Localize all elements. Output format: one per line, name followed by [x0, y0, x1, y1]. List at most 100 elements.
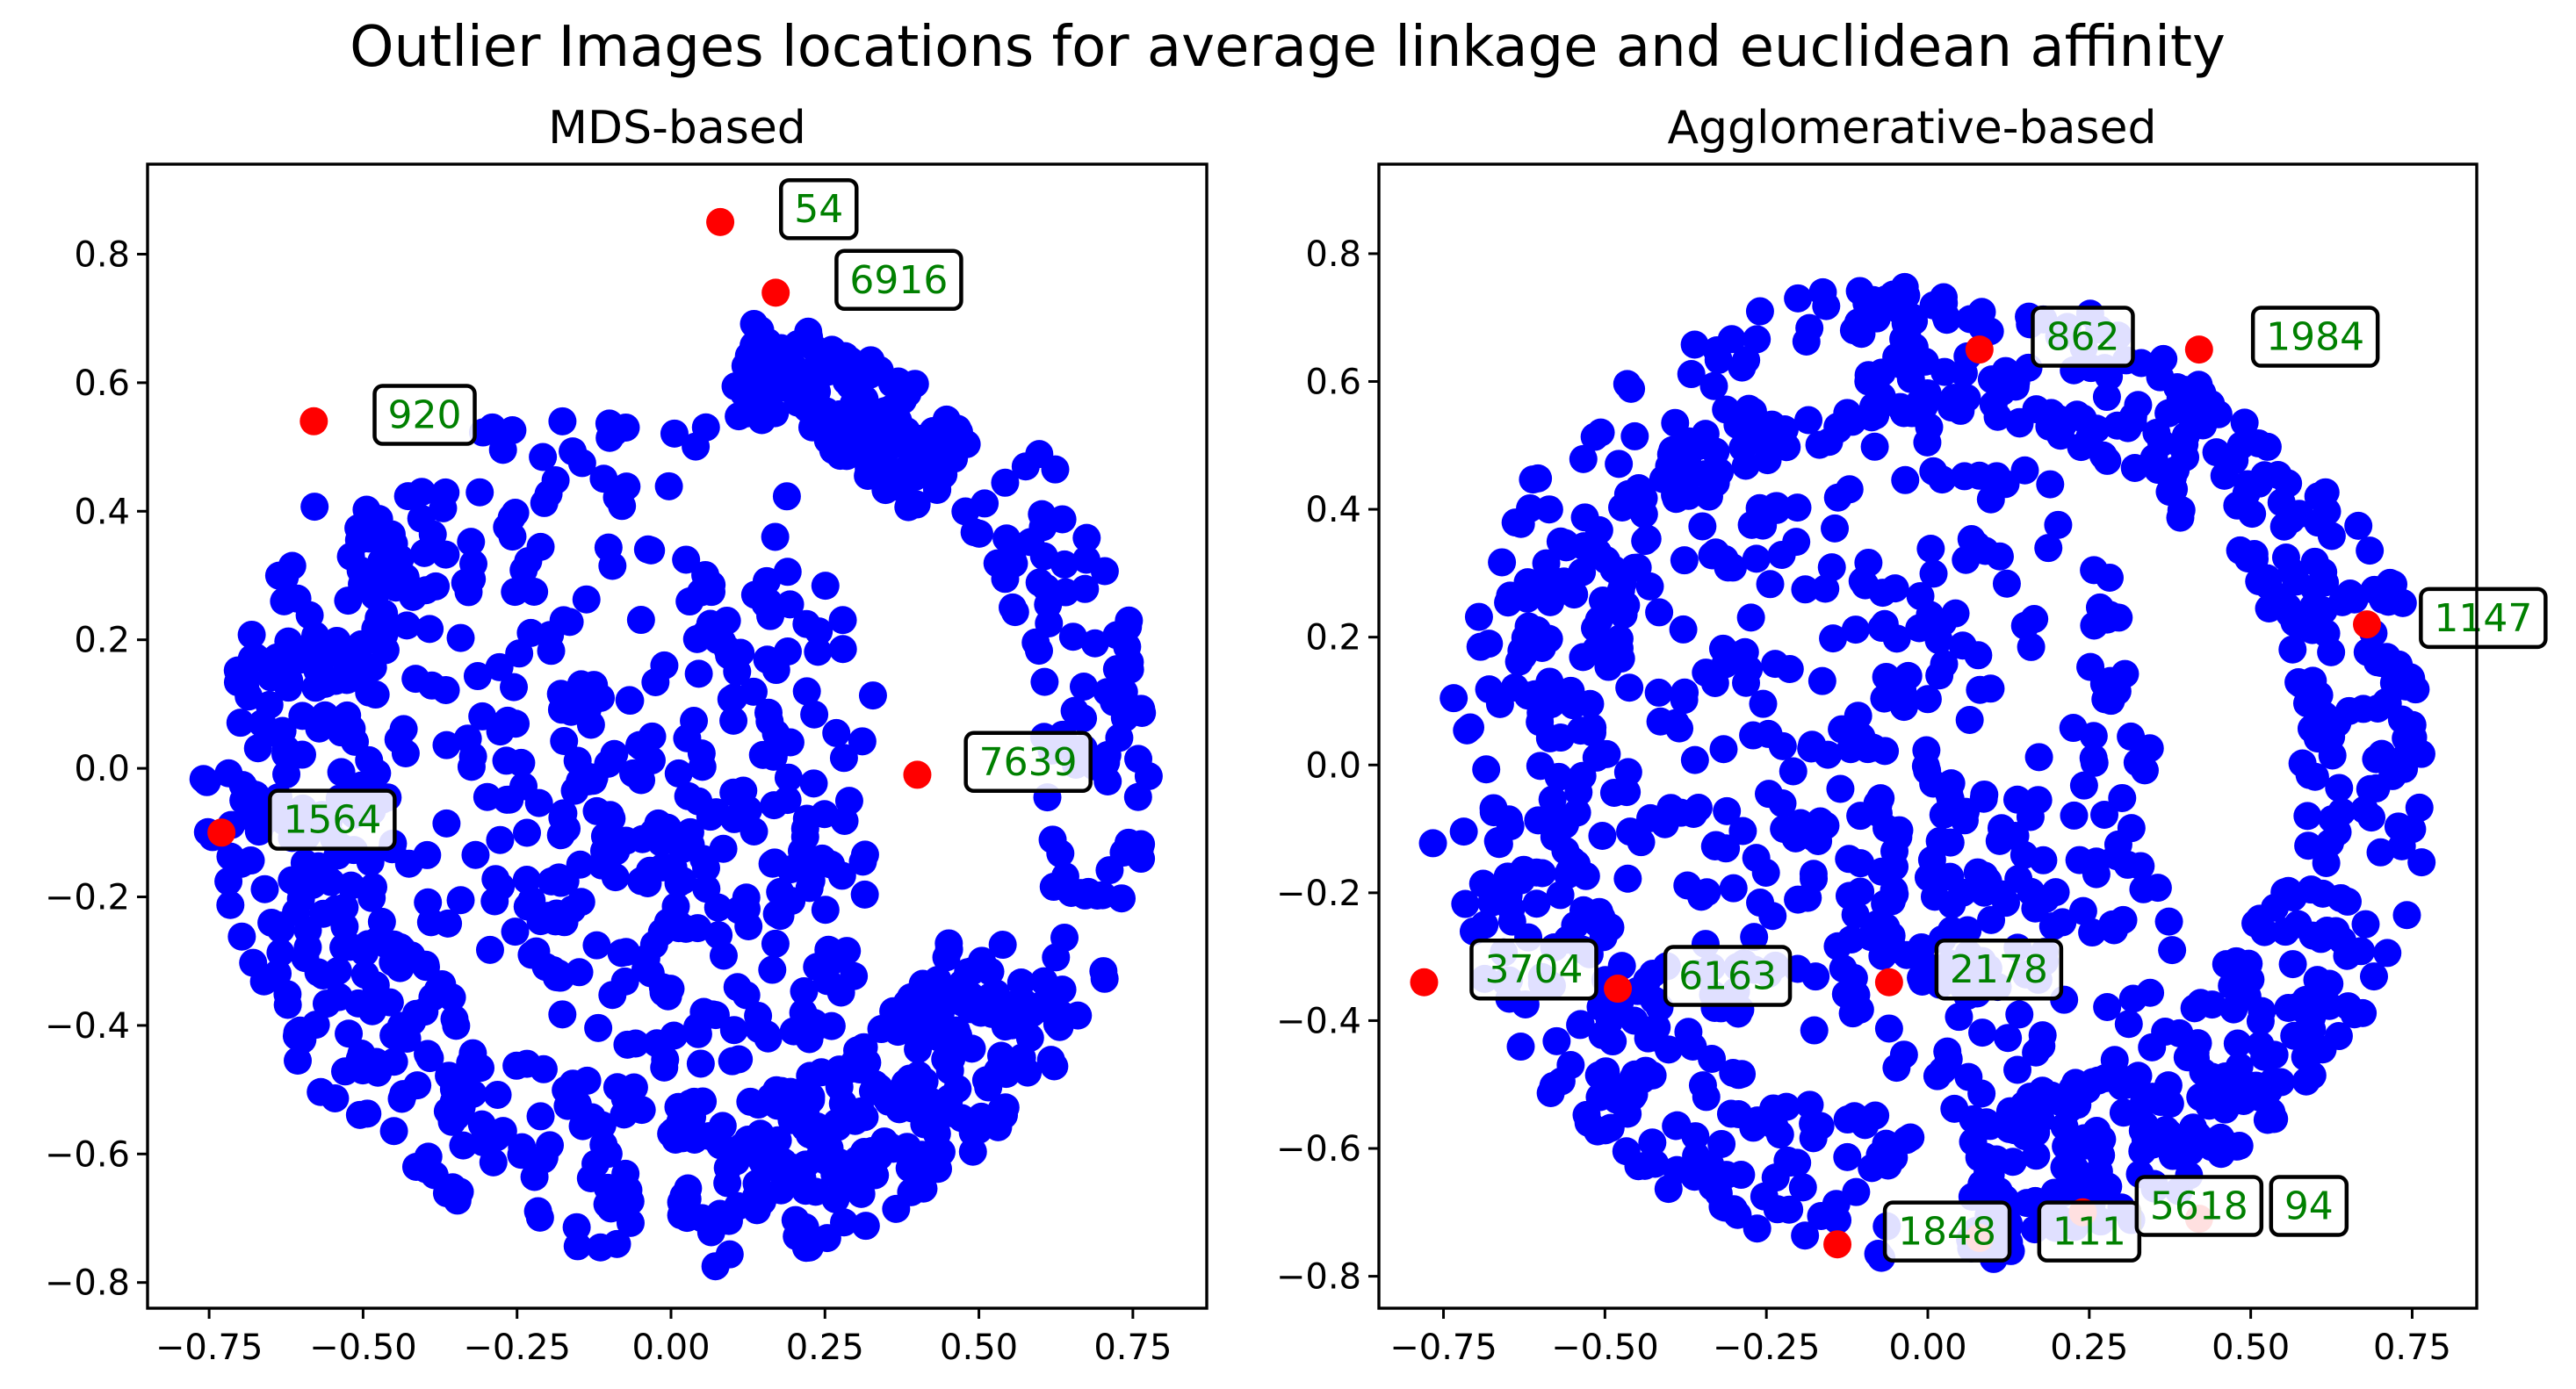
inlier-point [468, 702, 497, 730]
y-axis-ticks-agglomerative: −0.8 −0.6 −0.4 −0.2 0.0 0.2 0.4 0.6 0.8 [1276, 234, 1379, 1298]
inlier-point [1538, 785, 1567, 814]
inlier-point [1123, 782, 1152, 811]
inlier-point [610, 967, 639, 996]
inlier-point [2158, 936, 2187, 965]
outlier-point-1984 [2184, 335, 2213, 364]
inlier-point [364, 505, 393, 534]
inlier-point [762, 899, 791, 928]
inlier-point [2206, 1123, 2235, 1152]
inlier-point [1598, 1027, 1627, 1056]
inlier-point [1739, 721, 1768, 750]
annotation-text: 1147 [2434, 596, 2532, 641]
outlier-point-920 [299, 407, 328, 435]
inlier-point [799, 769, 828, 798]
inlier-point [1670, 546, 1699, 575]
annotation-box [1469, 938, 1598, 1001]
inlier-point [761, 399, 790, 428]
inlier-point [752, 566, 781, 595]
inlier-point [566, 850, 595, 879]
inlier-point [913, 427, 942, 456]
inlier-point [1929, 283, 1958, 312]
inlier-point [304, 852, 333, 881]
inlier-point [1029, 542, 1058, 571]
inlier-point [582, 796, 611, 825]
x-tick-label: −0.25 [1713, 1328, 1821, 1368]
inlier-point [2407, 848, 2436, 877]
inlier-point [2260, 1040, 2289, 1069]
outlier-annotation-1848: 1848 [1882, 1200, 2012, 1263]
inlier-point [1627, 828, 1656, 857]
inlier-point [827, 861, 856, 890]
inlier-point [1550, 810, 1579, 839]
annotation-box [2031, 306, 2135, 368]
inlier-point [1719, 874, 1748, 903]
y-tick-label: 0.6 [74, 363, 130, 404]
inlier-point [1968, 313, 1997, 342]
inlier-point [661, 1125, 690, 1154]
inlier-point [1874, 1014, 1903, 1043]
inlier-point [1864, 799, 1893, 828]
inlier-point [696, 609, 725, 638]
inlier-point [1670, 678, 1699, 707]
inlier-point [1596, 1113, 1625, 1142]
inlier-point [1449, 817, 1478, 846]
inlier-point [2362, 745, 2391, 774]
inlier-point [344, 526, 373, 555]
annotation-text: 54 [794, 187, 843, 232]
inlier-point [1535, 723, 1564, 752]
inlier-point [758, 955, 787, 984]
inlier-point [1564, 778, 1593, 807]
inlier-point [1124, 745, 1153, 774]
inlier-point [562, 1213, 591, 1241]
inlier-point [1932, 306, 1961, 335]
inlier-point [1826, 774, 1855, 803]
inlier-point [608, 492, 637, 521]
inlier-point [1620, 1060, 1649, 1089]
inlier-point [2222, 946, 2251, 975]
inlier-point [1586, 418, 1615, 447]
inlier-point [1889, 1040, 1918, 1069]
inlier-point [2038, 911, 2067, 940]
annotation-text: 6163 [1678, 954, 1777, 998]
inlier-point [673, 723, 702, 752]
annotation-text: 2178 [1950, 947, 2048, 992]
inlier-point [783, 388, 812, 417]
inlier-point [1699, 665, 1728, 694]
inlier-point [1698, 1172, 1727, 1201]
inlier-point [909, 1174, 938, 1203]
inlier-point [932, 405, 961, 434]
inlier-point [566, 888, 595, 917]
inlier-point [2061, 1069, 2090, 1098]
inlier-point [1418, 829, 1447, 858]
inlier-point [811, 572, 840, 601]
inlier-point [1102, 655, 1131, 684]
inlier-point [442, 1102, 471, 1131]
inlier-point [999, 593, 1028, 622]
inlier-point [1882, 342, 1911, 371]
inlier-point [1582, 909, 1611, 938]
inlier-point [2100, 916, 2129, 945]
inlier-point [1712, 395, 1741, 424]
inlier-point [454, 578, 483, 607]
inlier-point [512, 866, 541, 895]
inlier-point [1749, 689, 1778, 718]
inlier-point [1568, 558, 1597, 587]
inlier-point [819, 946, 848, 975]
inlier-point [1464, 602, 1493, 631]
inlier-point [467, 1110, 496, 1139]
inlier-point [934, 1084, 963, 1113]
inlier-point [2293, 802, 2322, 831]
inlier-point [312, 990, 341, 1018]
inlier-point [1970, 780, 1999, 809]
inlier-point [1992, 569, 2021, 598]
inlier-point [804, 637, 833, 666]
inlier-point [838, 419, 867, 448]
inlier-point [1745, 297, 1774, 326]
inlier-point [1788, 1173, 1817, 1202]
inlier-point [2274, 469, 2303, 498]
inlier-point [2114, 1010, 2143, 1039]
inlier-point [1835, 845, 1864, 874]
inlier-point [2317, 637, 2346, 666]
inlier-point [501, 578, 530, 607]
